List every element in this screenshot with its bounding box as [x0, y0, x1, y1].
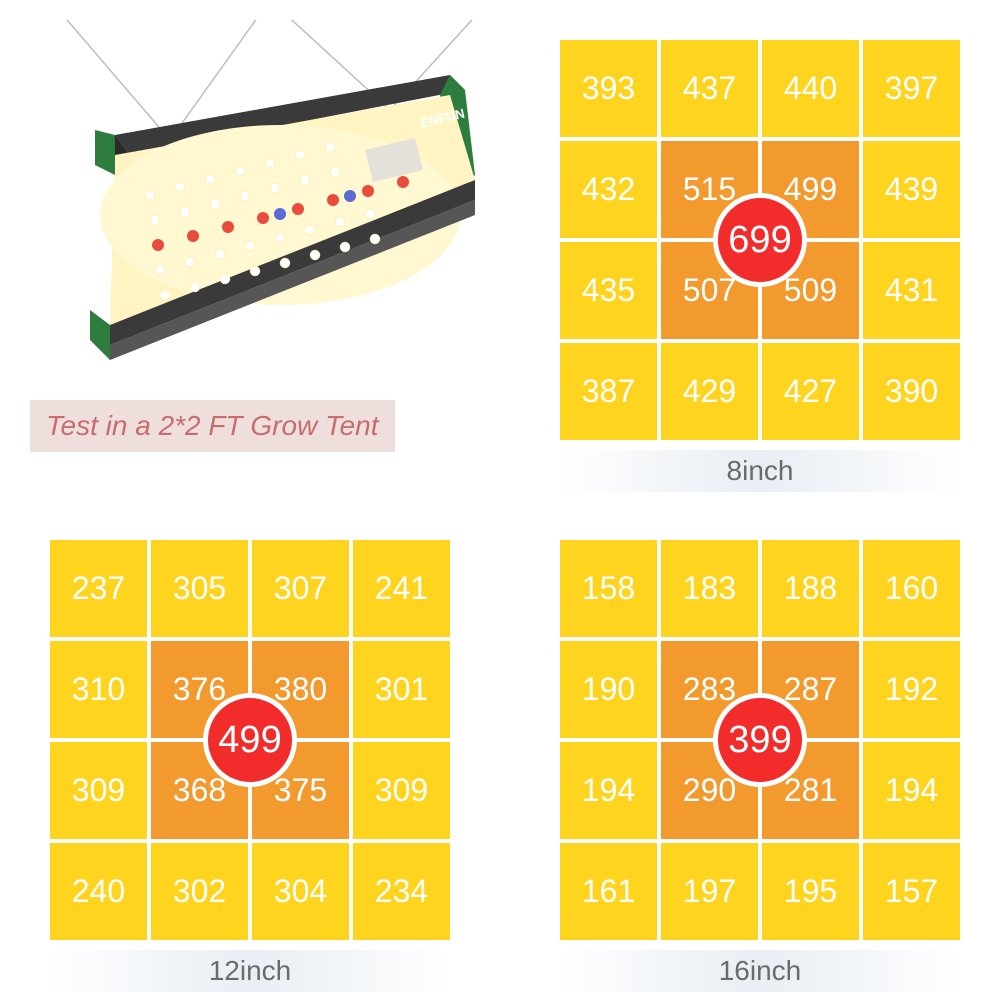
heatmap-16inch: 158 183 188 160 190 283 287 192 194 290 …	[560, 540, 960, 992]
cell: 190	[560, 641, 657, 738]
cell: 437	[661, 40, 758, 137]
heatmap-16inch-label: 16inch	[560, 950, 960, 992]
cell: 302	[151, 843, 248, 940]
heatmap-12inch-grid: 237 305 307 241 310 376 380 301 309 368 …	[50, 540, 450, 940]
heatmap-12inch-label: 12inch	[50, 950, 450, 992]
cell: 310	[50, 641, 147, 738]
cell: 183	[661, 540, 758, 637]
heatmap-8inch-grid: 393 437 440 397 432 515 499 439 435 507 …	[560, 40, 960, 440]
caption: Test in a 2*2 FT Grow Tent	[30, 400, 395, 452]
cell: 192	[863, 641, 960, 738]
cell: 387	[560, 343, 657, 440]
center-value-16inch: 399	[713, 693, 807, 787]
cell: 160	[863, 540, 960, 637]
product-illustration: ENFUN	[20, 20, 490, 440]
cell: 241	[353, 540, 450, 637]
cell: 301	[353, 641, 450, 738]
cell: 429	[661, 343, 758, 440]
cell: 307	[252, 540, 349, 637]
cell: 161	[560, 843, 657, 940]
cell: 194	[863, 742, 960, 839]
cell: 195	[762, 843, 859, 940]
heatmap-8inch: 393 437 440 397 432 515 499 439 435 507 …	[560, 40, 960, 492]
cell: 439	[863, 141, 960, 238]
cell: 431	[863, 242, 960, 339]
cell: 435	[560, 242, 657, 339]
cell: 304	[252, 843, 349, 940]
cell: 158	[560, 540, 657, 637]
cell: 237	[50, 540, 147, 637]
cell: 157	[863, 843, 960, 940]
cell: 393	[560, 40, 657, 137]
cell: 197	[661, 843, 758, 940]
cell: 234	[353, 843, 450, 940]
heatmap-12inch: 237 305 307 241 310 376 380 301 309 368 …	[50, 540, 450, 992]
cell: 194	[560, 742, 657, 839]
cell: 390	[863, 343, 960, 440]
cell: 440	[762, 40, 859, 137]
infographic-container: ENFUN Test in a 2*2 FT Grow Tent 393 437…	[0, 0, 1000, 1000]
center-value-12inch: 499	[203, 693, 297, 787]
grow-light-svg: ENFUN	[20, 20, 490, 440]
cell: 427	[762, 343, 859, 440]
cell: 432	[560, 141, 657, 238]
cell: 397	[863, 40, 960, 137]
heatmap-8inch-label: 8inch	[560, 450, 960, 492]
cell: 188	[762, 540, 859, 637]
center-value-8inch: 699	[713, 193, 807, 287]
cell: 309	[353, 742, 450, 839]
cell: 240	[50, 843, 147, 940]
cell: 305	[151, 540, 248, 637]
cell: 309	[50, 742, 147, 839]
heatmap-16inch-grid: 158 183 188 160 190 283 287 192 194 290 …	[560, 540, 960, 940]
